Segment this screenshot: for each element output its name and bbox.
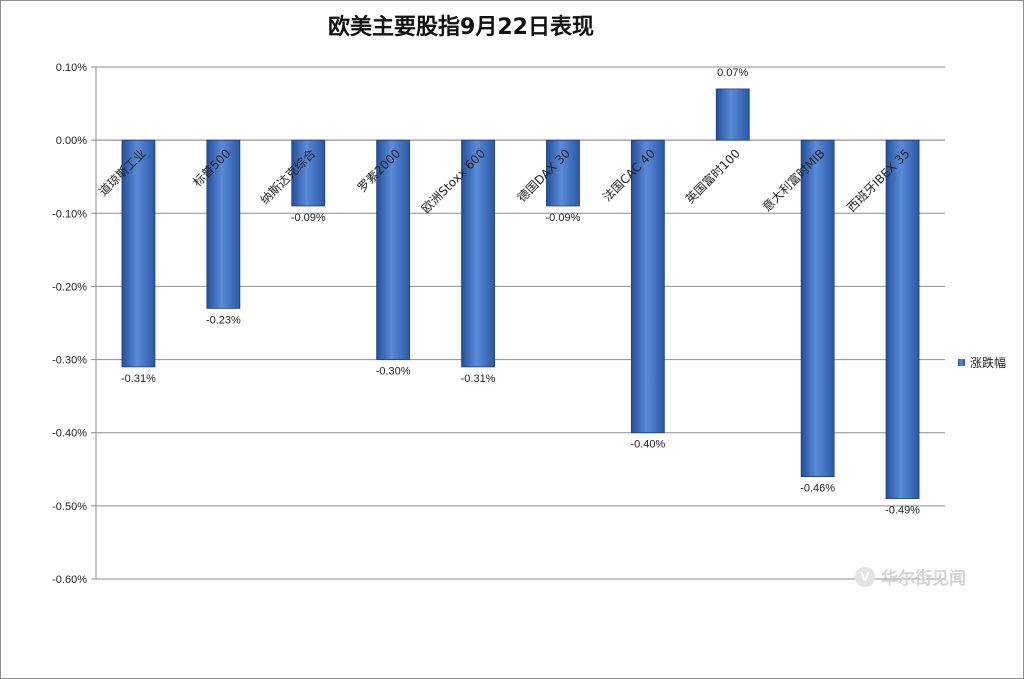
data-label: -0.49%: [885, 505, 920, 517]
chart-title: 欧美主要股指9月22日表现: [328, 15, 594, 40]
watermark: V 华尔街见闻: [855, 564, 966, 589]
data-label: -0.09%: [546, 212, 581, 224]
legend: 涨跌幅: [958, 354, 1006, 371]
bar: [630, 139, 665, 434]
legend-label: 涨跌幅: [970, 356, 1007, 370]
bar: [715, 88, 750, 141]
data-label: -0.40%: [630, 439, 665, 451]
y-tick-label: -0.10%: [52, 208, 87, 220]
bar: [206, 139, 241, 309]
bar: [546, 139, 580, 207]
y-tick-label: 0.10%: [56, 62, 87, 74]
y-tick-label: -0.20%: [52, 281, 87, 293]
y-tick-label: 0.00%: [56, 135, 87, 147]
data-label: -0.09%: [291, 212, 326, 224]
data-label: -0.30%: [376, 366, 411, 378]
legend-swatch: [958, 359, 965, 366]
bar: [291, 139, 326, 207]
bar: [376, 139, 411, 360]
data-label: 0.07%: [717, 67, 748, 79]
y-tick-label: -0.30%: [52, 355, 87, 367]
data-label: -0.46%: [800, 483, 835, 495]
y-tick-label: -0.50%: [52, 501, 87, 513]
watermark-logo-icon: V: [855, 566, 875, 587]
y-tick-label: -0.40%: [52, 428, 87, 440]
bars: [121, 88, 920, 499]
y-tick-label: -0.60%: [52, 574, 87, 586]
data-label: -0.23%: [206, 314, 241, 326]
bar: [885, 139, 920, 499]
bar: [461, 139, 495, 368]
bar: [800, 139, 835, 478]
bar: [121, 139, 156, 368]
data-label: -0.31%: [461, 373, 496, 385]
data-label: -0.31%: [121, 373, 156, 385]
watermark-text: 华尔街见闻: [881, 569, 966, 589]
category-label: 英国富时100: [682, 146, 743, 207]
